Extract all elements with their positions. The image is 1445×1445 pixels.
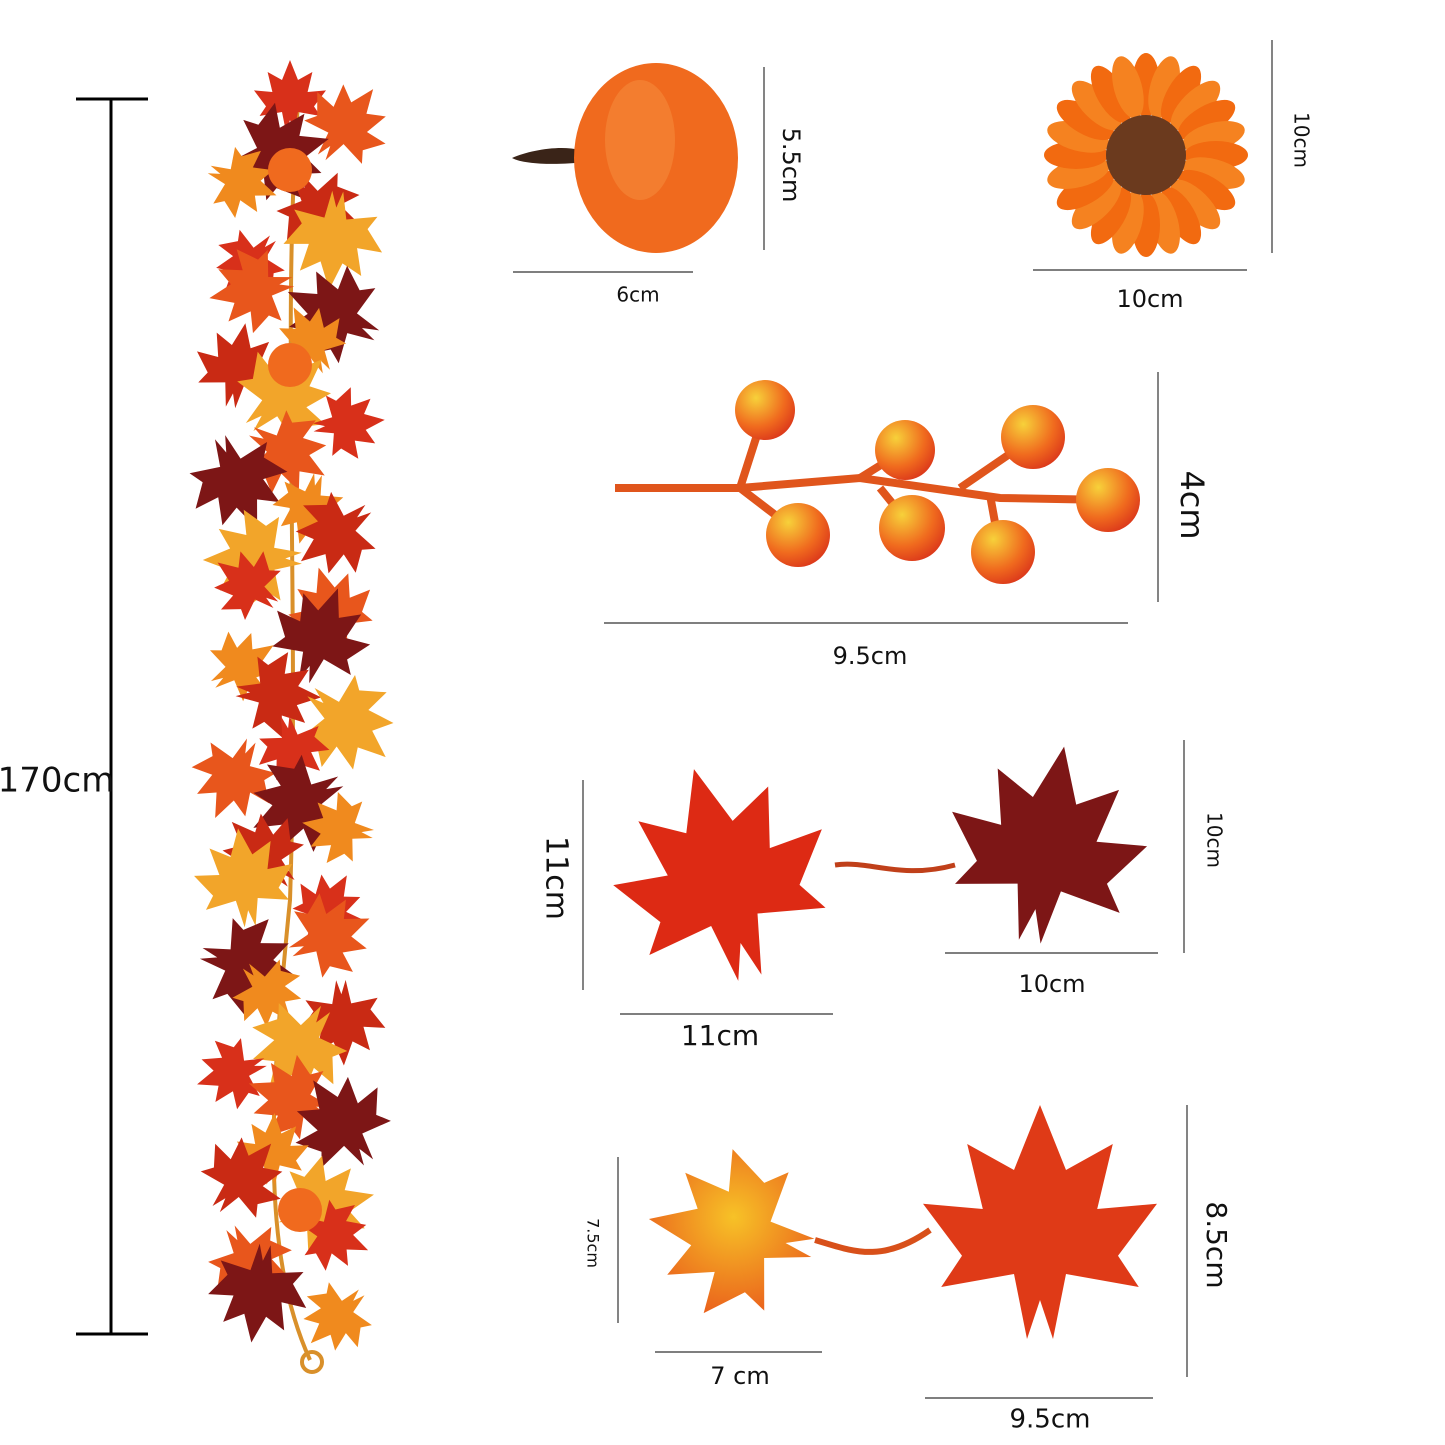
width-label: 11cm: [681, 1019, 759, 1052]
petal: [1056, 99, 1114, 141]
width-label: 9.5cm: [1010, 1405, 1091, 1435]
berries: [735, 380, 1140, 584]
orange-leaf: [923, 1105, 1157, 1339]
leaf-stem: [814, 1227, 932, 1255]
petal: [1090, 187, 1132, 245]
yellow-leaf: [634, 1136, 828, 1330]
width-label: 10cm: [1018, 970, 1085, 998]
garland-leaf: [285, 1266, 388, 1369]
dark-leaf: [932, 729, 1162, 959]
garland: [174, 60, 419, 1374]
petal: [1056, 169, 1114, 211]
width-label: 9.5cm: [833, 642, 908, 670]
height-label: 10cm: [1203, 812, 1227, 868]
garland-pumpkin: [268, 148, 312, 192]
height-label: 8.5cm: [1200, 1201, 1233, 1288]
height-label: 11cm: [539, 836, 574, 920]
height-label: 10cm: [1290, 112, 1314, 168]
height-label: 7.5cm: [584, 1218, 603, 1268]
red-leaf: [589, 741, 855, 1006]
pumpkin: [512, 63, 738, 253]
petal: [1178, 169, 1236, 211]
sunflower: [1044, 53, 1248, 257]
petal: [1112, 56, 1144, 119]
garland-pumpkin: [268, 343, 312, 387]
petal: [1071, 80, 1122, 131]
petal: [1160, 187, 1202, 245]
garland-length: 170cm: [0, 761, 114, 801]
garland-pumpkin: [278, 1188, 322, 1232]
petal: [1090, 65, 1132, 123]
petal: [1170, 80, 1221, 131]
petal: [1170, 179, 1221, 230]
garland-leaf: [279, 186, 388, 295]
garland-loop: [300, 1350, 324, 1374]
petal: [1178, 99, 1236, 141]
width-label: 7 cm: [710, 1362, 769, 1390]
petal: [1071, 179, 1122, 230]
leaf-stem: [834, 861, 956, 874]
petal: [1160, 65, 1202, 123]
height-label: 4cm: [1173, 470, 1211, 539]
width-label: 6cm: [616, 283, 659, 307]
width-label: 10cm: [1116, 285, 1183, 313]
height-label: 5.5cm: [777, 128, 805, 203]
